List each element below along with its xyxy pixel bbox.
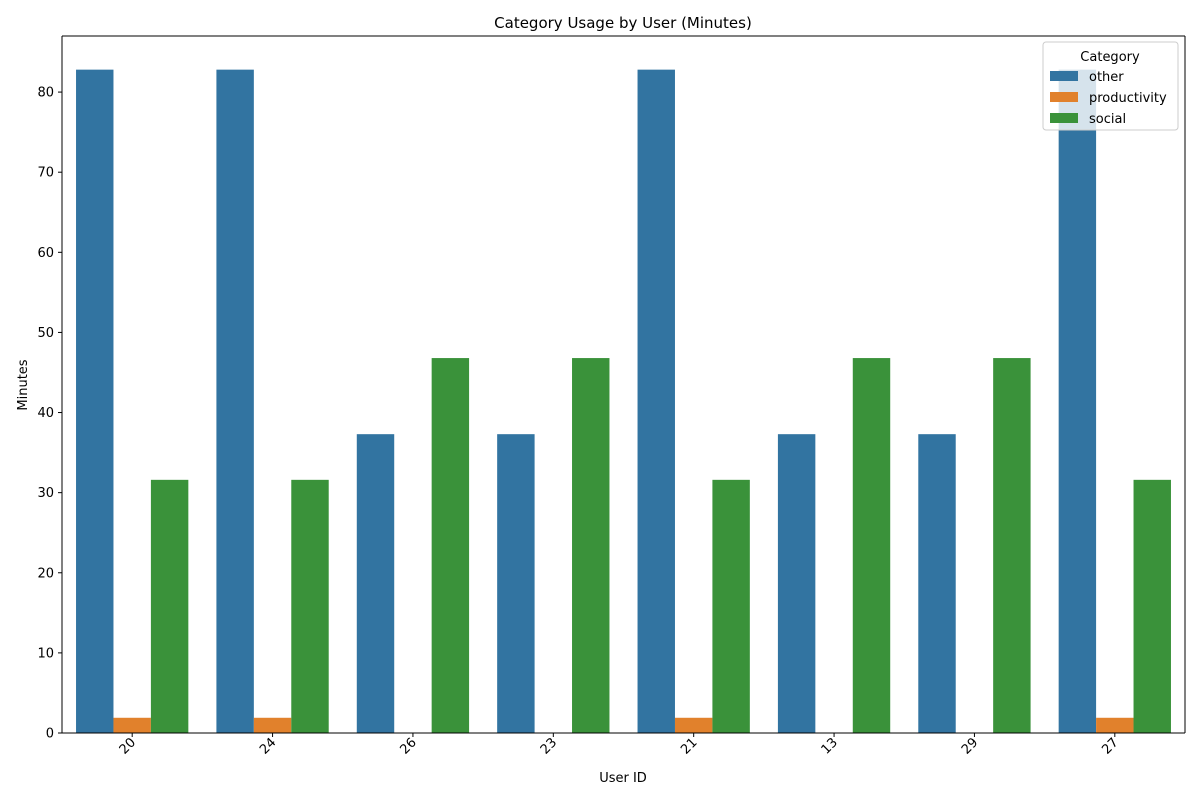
x-tick-label: 26 (397, 735, 419, 757)
chart-title: Category Usage by User (Minutes) (494, 14, 752, 32)
y-tick-label: 80 (37, 86, 54, 101)
legend-label-social: social (1089, 112, 1126, 127)
x-axis: 20 24 26 23 21 13 29 27 (117, 733, 1122, 758)
bar-other-21 (637, 69, 675, 734)
x-tick-label: 27 (1099, 735, 1121, 757)
x-tick-label: 13 (819, 735, 841, 757)
bar-other-13 (777, 434, 816, 733)
y-tick-label: 70 (37, 166, 54, 181)
bar-other-26 (356, 434, 395, 733)
legend-swatch-other (1050, 71, 1078, 81)
y-tick-label: 40 (37, 406, 54, 421)
legend-swatch-social (1050, 113, 1078, 123)
legend-frame (1042, 41, 1179, 131)
bar-other-24 (216, 69, 254, 734)
bar-social-26 (431, 358, 470, 733)
bar-other-29 (918, 434, 956, 733)
bar-social-23 (572, 358, 610, 733)
x-tick-label: 24 (257, 735, 279, 757)
legend-swatch-productivity (1050, 92, 1078, 102)
x-tick-label: 20 (117, 735, 139, 757)
bar-social-20 (150, 479, 189, 733)
legend-title: Category (1080, 50, 1140, 65)
legend: Category other productivity social (1042, 41, 1179, 131)
y-axis-label: Minutes (16, 359, 31, 410)
x-tick-label: 21 (678, 735, 700, 757)
legend-label-other: other (1089, 70, 1124, 85)
bar-social-27 (1133, 479, 1171, 733)
bar-social-29 (993, 358, 1031, 733)
x-tick-label: 29 (959, 735, 981, 757)
legend-items: other productivity social (1050, 70, 1167, 127)
legend-label-productivity: productivity (1089, 91, 1167, 106)
bar-other-27 (1058, 69, 1097, 734)
bar-social-21 (712, 479, 750, 733)
y-tick-label: 0 (46, 727, 54, 742)
y-tick-label: 50 (37, 326, 54, 341)
bar-other-20 (76, 69, 114, 734)
bar-other-23 (497, 434, 535, 733)
y-tick-label: 20 (37, 566, 54, 581)
y-tick-label: 30 (37, 486, 54, 501)
y-tick-label: 10 (37, 646, 54, 661)
y-tick-label: 60 (37, 246, 54, 261)
bar-productivity-27 (1096, 717, 1134, 733)
bar-productivity-20 (113, 717, 151, 733)
x-tick-label: 23 (538, 735, 560, 757)
plot-area (61, 35, 1186, 734)
x-axis-label: User ID (599, 771, 647, 786)
bar-productivity-24 (253, 717, 292, 733)
bar-social-13 (852, 358, 891, 733)
bar-social-24 (291, 479, 329, 733)
y-axis: 0 10 20 30 40 50 60 70 80 (37, 86, 62, 742)
bar-productivity-21 (674, 717, 713, 733)
